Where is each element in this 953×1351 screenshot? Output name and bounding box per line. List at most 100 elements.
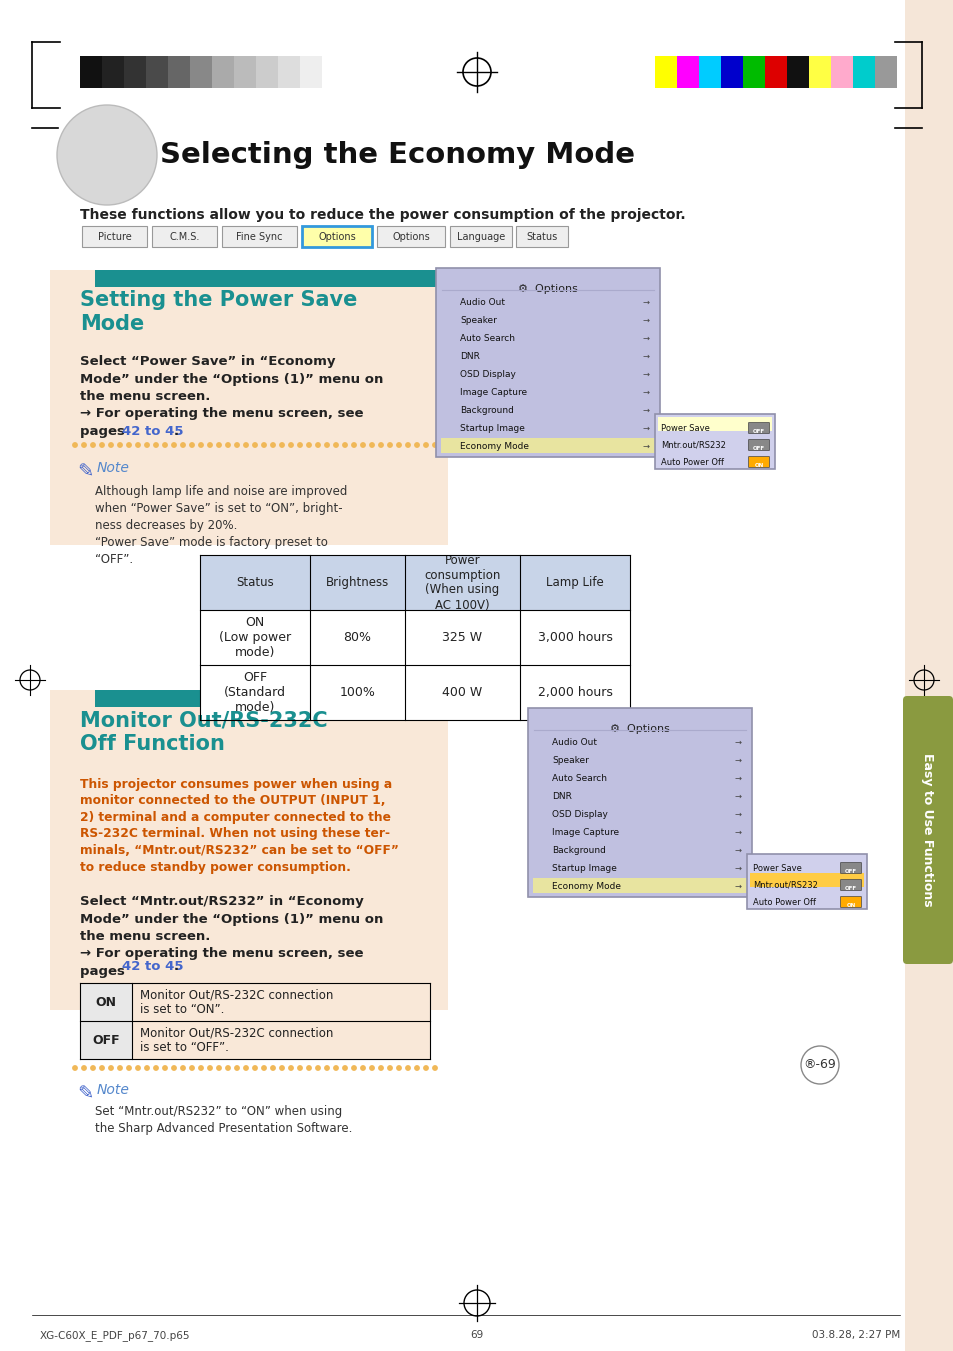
Circle shape: [387, 443, 392, 447]
Text: OFF
(Standard
mode): OFF (Standard mode): [224, 671, 286, 713]
Bar: [146, 55, 168, 88]
Text: →: →: [642, 407, 649, 415]
Bar: [852, 55, 874, 88]
Text: Select “Power Save” in “Economy
Mode” under the “Options (1)” menu on
the menu s: Select “Power Save” in “Economy Mode” un…: [80, 355, 383, 438]
Text: Easy to Use Functions: Easy to Use Functions: [921, 754, 934, 907]
Circle shape: [100, 1066, 104, 1070]
Text: Speaker: Speaker: [459, 316, 497, 326]
Text: 03.8.28, 2:27 PM: 03.8.28, 2:27 PM: [811, 1329, 899, 1340]
FancyBboxPatch shape: [902, 696, 952, 965]
Text: Auto Search: Auto Search: [552, 774, 606, 784]
Text: 325 W: 325 W: [442, 631, 482, 644]
Circle shape: [289, 443, 293, 447]
Text: ON: ON: [754, 463, 762, 467]
Circle shape: [153, 443, 158, 447]
Text: Audio Out: Audio Out: [552, 738, 597, 747]
FancyBboxPatch shape: [516, 226, 567, 247]
Text: These functions allow you to reduce the power consumption of the projector.: These functions allow you to reduce the …: [80, 208, 685, 222]
Text: Mntr.out/RS232: Mntr.out/RS232: [660, 440, 725, 450]
Circle shape: [244, 1066, 248, 1070]
Circle shape: [135, 1066, 140, 1070]
Text: Although lamp life and noise are improved
when “Power Save” is set to “ON”, brig: Although lamp life and noise are improve…: [95, 485, 347, 566]
Text: DNR: DNR: [552, 792, 571, 801]
Circle shape: [342, 1066, 347, 1070]
Text: →: →: [642, 316, 649, 326]
Circle shape: [234, 443, 239, 447]
Circle shape: [387, 1066, 392, 1070]
Bar: [200, 611, 629, 665]
Circle shape: [378, 1066, 383, 1070]
Text: →: →: [734, 792, 741, 801]
Text: Background: Background: [459, 407, 514, 415]
Text: Audio Out: Audio Out: [459, 299, 504, 307]
Text: ⚙  Options: ⚙ Options: [609, 724, 669, 734]
Bar: [808, 55, 830, 88]
Circle shape: [109, 443, 113, 447]
Circle shape: [72, 443, 77, 447]
Circle shape: [352, 1066, 355, 1070]
Text: →: →: [642, 353, 649, 361]
Circle shape: [423, 1066, 428, 1070]
FancyBboxPatch shape: [436, 267, 659, 457]
FancyBboxPatch shape: [302, 226, 372, 247]
Circle shape: [244, 443, 248, 447]
Circle shape: [271, 443, 274, 447]
FancyBboxPatch shape: [222, 226, 296, 247]
Circle shape: [172, 443, 176, 447]
Bar: [95, 270, 448, 286]
Text: Language: Language: [456, 231, 504, 242]
Circle shape: [253, 1066, 257, 1070]
Text: 3,000 hours: 3,000 hours: [537, 631, 612, 644]
Text: →: →: [734, 774, 741, 784]
Circle shape: [226, 1066, 230, 1070]
Text: →: →: [734, 738, 741, 747]
Circle shape: [352, 443, 355, 447]
Circle shape: [360, 443, 365, 447]
Circle shape: [307, 1066, 311, 1070]
Text: OFF: OFF: [752, 446, 764, 451]
Bar: [830, 55, 852, 88]
Text: Monitor Out/RS-232C connection
is set to “OFF”.: Monitor Out/RS-232C connection is set to…: [140, 1025, 333, 1054]
Circle shape: [117, 443, 122, 447]
Text: Select “Mntr.out/RS232” in “Economy
Mode” under the “Options (1)” menu on
the me: Select “Mntr.out/RS232” in “Economy Mode…: [80, 894, 383, 978]
Text: →: →: [642, 424, 649, 434]
Text: →: →: [734, 865, 741, 873]
Bar: [50, 270, 448, 544]
Circle shape: [423, 443, 428, 447]
Text: Monitor Out/RS-232C
Off Function: Monitor Out/RS-232C Off Function: [80, 711, 327, 754]
FancyBboxPatch shape: [152, 226, 216, 247]
Text: Lamp Life: Lamp Life: [545, 576, 603, 589]
Circle shape: [342, 443, 347, 447]
Text: XG-C60X_E_PDF_p67_70.p65: XG-C60X_E_PDF_p67_70.p65: [40, 1329, 191, 1342]
Text: OSD Display: OSD Display: [552, 811, 607, 819]
Circle shape: [198, 1066, 203, 1070]
Text: Note: Note: [97, 1084, 130, 1097]
Text: Picture: Picture: [97, 231, 132, 242]
Circle shape: [226, 443, 230, 447]
Bar: [212, 55, 233, 88]
Bar: [80, 984, 132, 1021]
Text: .: .: [173, 426, 179, 438]
Circle shape: [315, 443, 320, 447]
Circle shape: [433, 443, 436, 447]
Circle shape: [405, 443, 410, 447]
Circle shape: [415, 1066, 418, 1070]
Text: →: →: [734, 811, 741, 819]
FancyBboxPatch shape: [840, 897, 861, 908]
Text: Brightness: Brightness: [326, 576, 389, 589]
Circle shape: [181, 443, 185, 447]
Text: ON: ON: [95, 996, 116, 1008]
Text: Options: Options: [317, 231, 355, 242]
Text: Startup Image: Startup Image: [552, 865, 617, 873]
Text: Status: Status: [526, 231, 558, 242]
Text: OFF: OFF: [844, 886, 856, 892]
Text: Speaker: Speaker: [552, 757, 588, 765]
Text: →: →: [642, 299, 649, 307]
Text: →: →: [642, 388, 649, 397]
Bar: [168, 55, 190, 88]
Bar: [124, 55, 146, 88]
Circle shape: [370, 1066, 374, 1070]
Circle shape: [91, 1066, 95, 1070]
Circle shape: [82, 443, 86, 447]
Bar: [132, 1021, 430, 1059]
